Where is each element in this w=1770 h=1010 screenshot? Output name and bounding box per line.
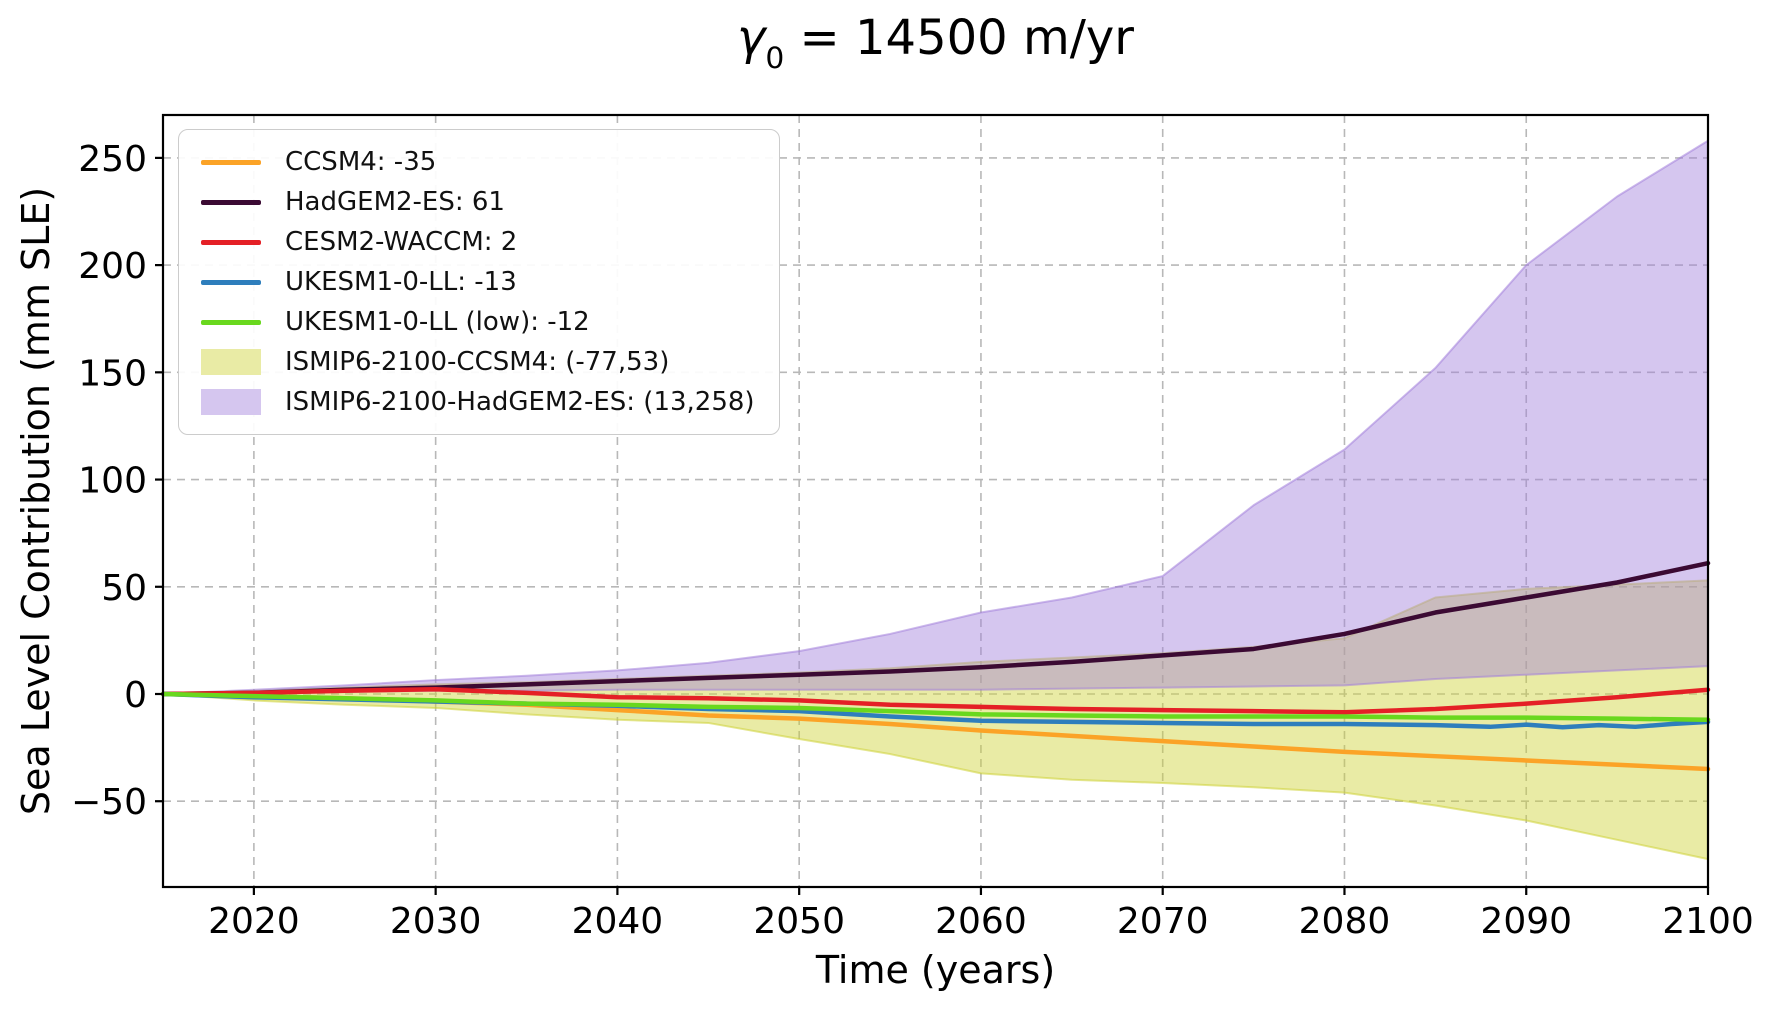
legend-label-hadgem2-es: HadGEM2-ES: 61 bbox=[285, 187, 505, 217]
x-tick-label-2090: 2090 bbox=[1480, 901, 1572, 942]
legend-line-swatch bbox=[201, 319, 261, 325]
ismip6-2100-ccsm4-swatch bbox=[201, 349, 261, 375]
legend: CCSM4: -35 HadGEM2-ES: 61 CESM2-WACCM: 2 UK… bbox=[178, 129, 780, 435]
legend-line-swatch bbox=[201, 279, 261, 285]
legend-line-swatch bbox=[201, 159, 261, 165]
legend-label-ccsm4: CCSM4: -35 bbox=[285, 147, 437, 177]
ukesm1-0-ll-low-swatch bbox=[201, 319, 261, 325]
legend-item-ismip6-2100-ccsm4: ISMIP6-2100-CCSM4: (-77,53) bbox=[201, 342, 755, 382]
legend-label-cesm2-waccm: CESM2-WACCM: 2 bbox=[285, 227, 518, 257]
title-text: = 14500 m/yr bbox=[784, 10, 1135, 66]
line-ukesm1-0-ll-low bbox=[160, 691, 1711, 722]
legend-line-swatch bbox=[201, 239, 261, 245]
hadgem2-es-swatch bbox=[201, 199, 261, 205]
y-tick-label-250: 250 bbox=[78, 139, 147, 180]
legend-patch-swatch bbox=[201, 389, 261, 415]
y-tick-label-0: 0 bbox=[124, 675, 147, 716]
line-cesm2-waccm bbox=[160, 687, 1711, 715]
legend-patch-swatch bbox=[201, 349, 261, 375]
gamma-symbol: γ bbox=[736, 10, 766, 66]
legend-item-ukesm1-0-ll: UKESM1-0-LL: -13 bbox=[201, 262, 755, 302]
legend-label-ukesm1-0-ll-low: UKESM1-0-LL (low): -12 bbox=[285, 307, 590, 337]
x-axis-label: Time (years) bbox=[815, 948, 1056, 992]
legend-item-ukesm1-0-ll-low: UKESM1-0-LL (low): -12 bbox=[201, 302, 755, 342]
legend-item-ccsm4: CCSM4: -35 bbox=[201, 142, 755, 182]
ccsm4-swatch bbox=[201, 159, 261, 165]
y-tick-label--50: −50 bbox=[71, 782, 147, 823]
legend-item-hadgem2-es: HadGEM2-ES: 61 bbox=[201, 182, 755, 222]
y-tick-label-150: 150 bbox=[78, 353, 147, 394]
y-tick-label-100: 100 bbox=[78, 461, 147, 502]
chart-title: γ0 = 14500 m/yr bbox=[163, 10, 1708, 74]
legend-label-ismip6-2100-hadgem2-es: ISMIP6-2100-HadGEM2-ES: (13,258) bbox=[285, 387, 755, 417]
cesm2-waccm-swatch bbox=[201, 239, 261, 245]
ismip6-2100-hadgem2-es-swatch bbox=[201, 389, 261, 415]
x-tick-label-2040: 2040 bbox=[572, 901, 664, 942]
x-tick-label-2070: 2070 bbox=[1117, 901, 1209, 942]
gamma-subscript: 0 bbox=[765, 41, 785, 77]
ukesm1-0-ll-swatch bbox=[201, 279, 261, 285]
y-tick-label-200: 200 bbox=[78, 246, 147, 287]
legend-label-ukesm1-0-ll: UKESM1-0-LL: -13 bbox=[285, 267, 517, 297]
y-tick-label-50: 50 bbox=[101, 568, 147, 609]
x-tick-label-2050: 2050 bbox=[753, 901, 845, 942]
x-tick-label-2060: 2060 bbox=[935, 901, 1027, 942]
legend-label-ismip6-2100-ccsm4: ISMIP6-2100-CCSM4: (-77,53) bbox=[285, 347, 670, 377]
legend-line-swatch bbox=[201, 199, 261, 205]
x-tick-label-2030: 2030 bbox=[390, 901, 482, 942]
plot-frame bbox=[161, 113, 1710, 889]
legend-item-ismip6-2100-hadgem2-es: ISMIP6-2100-HadGEM2-ES: (13,258) bbox=[201, 382, 755, 422]
legend-item-cesm2-waccm: CESM2-WACCM: 2 bbox=[201, 222, 755, 262]
x-tick-label-2100: 2100 bbox=[1662, 901, 1754, 942]
x-tick-label-2020: 2020 bbox=[208, 901, 300, 942]
x-tick-label-2080: 2080 bbox=[1299, 901, 1391, 942]
